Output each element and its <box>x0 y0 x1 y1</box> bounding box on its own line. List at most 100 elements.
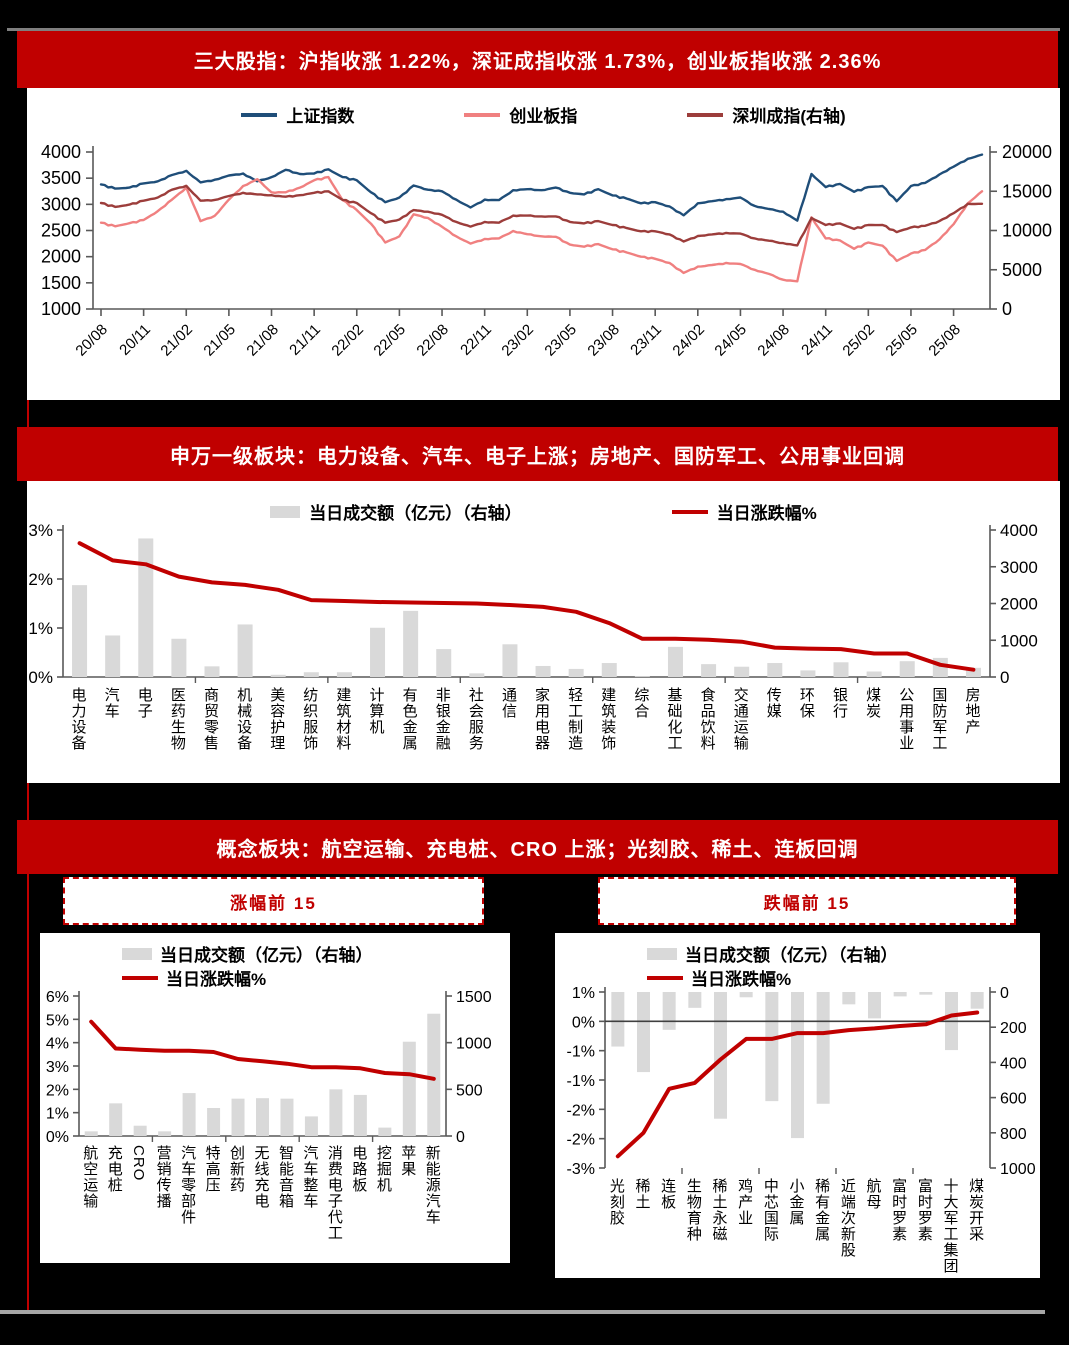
index-chart-svg: 4000 3500 3000 2500 2000 1500 1000 20000 15000 10… <box>41 142 1052 319</box>
category-label: 商贸零售 <box>201 687 219 751</box>
legend-pct-change: 当日涨跌幅% <box>647 965 791 990</box>
category-label: 电力设备 <box>69 687 87 751</box>
category-label: 家用电器 <box>533 687 551 751</box>
index-chart-legend: 上证指数 创业板指 深圳成指(右轴) <box>27 102 1060 127</box>
category-label: 机械设备 <box>235 687 253 751</box>
pct-change-line <box>615 1010 980 1159</box>
bar-稀土 <box>637 992 650 1073</box>
category-label: 无线充电 <box>252 1145 270 1209</box>
bar-鸡产业 <box>739 992 753 998</box>
bar-无线充电 <box>256 1098 269 1136</box>
series-line-创业板指 <box>99 175 984 283</box>
bar-航母 <box>868 992 881 1019</box>
legend-line-swatch <box>464 112 501 117</box>
category-label: 特高压 <box>203 1145 221 1193</box>
bar-环保 <box>800 670 816 677</box>
category-label: 医药生物 <box>168 687 186 751</box>
pct-change-line <box>77 541 976 672</box>
legend-pct-change-swatch <box>122 975 158 980</box>
legend-line-swatch <box>687 112 724 117</box>
concept-gainers-header-text: 涨幅前 15 <box>230 893 317 913</box>
svg-text:800: 800 <box>1000 1126 1027 1143</box>
category-label: CRO <box>130 1145 148 1182</box>
legend-turnover-label: 当日成交额（亿元）（右轴） <box>685 946 898 965</box>
bar-稀有金属 <box>816 992 830 1104</box>
bar-有色金属 <box>403 610 419 677</box>
category-label: 国防军工 <box>930 687 948 751</box>
bottom-divider <box>0 1310 1045 1314</box>
legend-item-2: 深圳成指(右轴) <box>687 102 846 127</box>
concept-losers-chart-panel: 1% 0% -1% -1% -2% -2% -3% 0 200 400 600 800 1000 光刻胶稀… <box>555 933 1040 1278</box>
legend-turnover: 当日成交额（亿元）（右轴） <box>647 941 898 966</box>
category-label: 创新药 <box>228 1145 246 1193</box>
svg-text:0%: 0% <box>28 668 53 687</box>
bar-交通运输 <box>734 666 750 677</box>
category-label: 近端次新股 <box>838 1178 856 1258</box>
legend-item-1: 当日涨跌幅% <box>671 499 817 524</box>
bar-创新药 <box>231 1098 245 1136</box>
category-label: 公用事业 <box>897 687 915 751</box>
svg-text:1000: 1000 <box>41 299 81 319</box>
bar-计算机 <box>370 627 386 677</box>
category-label: 社会服务 <box>466 687 484 751</box>
svg-text:-2%: -2% <box>567 1132 595 1149</box>
svg-text:0%: 0% <box>572 1014 595 1031</box>
svg-text:5%: 5% <box>46 1012 69 1029</box>
series-line-上证指数 <box>99 153 984 222</box>
申万一级板块当日表现-svg: 3% 2% 1% 0% 4000 3000 2000 1000 0 <box>28 521 1038 687</box>
category-label: 光刻胶 <box>607 1178 625 1226</box>
svg-text:2500: 2500 <box>41 221 81 241</box>
bar-建筑装饰 <box>601 663 617 677</box>
svg-text:2%: 2% <box>28 570 53 589</box>
svg-text:4%: 4% <box>46 1036 69 1053</box>
category-label: 综合 <box>632 687 650 719</box>
svg-text:1500: 1500 <box>456 989 492 1006</box>
svg-text:1%: 1% <box>46 1106 69 1123</box>
bar-通信 <box>502 644 518 677</box>
category-label: 计算机 <box>367 687 385 735</box>
category-label: 苹果 <box>399 1145 417 1177</box>
banner-index-summary-text: 三大股指：沪指收涨 1.22%，深证成指收涨 1.73%，创业板指收涨 2.36… <box>193 51 882 73</box>
concept-losers-header: 跌幅前 15 <box>598 877 1016 925</box>
category-label: 有色金属 <box>400 687 418 751</box>
banner-concept-summary: 概念板块：航空运输、充电桩、CRO 上涨；光刻胶、稀土、连板回调 <box>17 820 1058 874</box>
bar-智能音箱 <box>280 1098 294 1136</box>
svg-text:2%: 2% <box>46 1082 69 1099</box>
bar-营销传播 <box>158 1131 172 1136</box>
svg-text:4000: 4000 <box>41 142 81 162</box>
pct-change-line <box>89 1019 436 1081</box>
category-label: 小金属 <box>787 1178 805 1226</box>
svg-text:20000: 20000 <box>1002 142 1052 162</box>
index-line-chart-panel: 上证指数 创业板指 深圳成指(右轴) 4000 3500 3000 2500 2000 1500… <box>27 88 1060 400</box>
category-label: 航母 <box>864 1178 882 1210</box>
svg-text:1000: 1000 <box>1000 1161 1036 1178</box>
legend-turnover-label: 当日成交额（亿元）（右轴） <box>160 946 373 965</box>
legend-item-1: 创业板指 <box>464 102 577 127</box>
svg-text:0: 0 <box>1000 668 1009 687</box>
legend-label: 创业板指 <box>509 107 578 126</box>
bar-生物育种 <box>688 992 702 1008</box>
category-label: 电子 <box>135 687 153 719</box>
bar-航空运输 <box>84 1131 98 1136</box>
bar-消费电子代工 <box>329 1089 343 1136</box>
category-label: 智能音箱 <box>276 1145 294 1209</box>
bar-电力设备 <box>72 585 88 677</box>
svg-text:1%: 1% <box>572 985 595 1002</box>
category-label: 富时罗素 <box>915 1178 933 1242</box>
bar-轻工制造 <box>568 668 584 677</box>
bar-连板 <box>662 992 676 1030</box>
legend-line-swatch <box>241 112 278 117</box>
concept-gainers-chart-panel: 6% 5% 4% 3% 2% 1% 0% 1500 1000 500 0 航空运输 充电桩 CRO 营销传播… <box>40 933 510 1263</box>
svg-text:1000: 1000 <box>1000 631 1038 650</box>
svg-text:4000: 4000 <box>1000 521 1038 540</box>
svg-text:400: 400 <box>1000 1055 1027 1072</box>
series-line-深圳成指(右轴) <box>99 184 984 247</box>
svg-text:-1%: -1% <box>567 1073 595 1090</box>
bar-电路板 <box>353 1094 367 1136</box>
category-label: 美容护理 <box>268 687 286 751</box>
svg-text:500: 500 <box>456 1082 483 1099</box>
bar-房地产 <box>965 667 981 677</box>
bar-特高压 <box>207 1108 221 1136</box>
category-label: 中芯国际 <box>761 1178 779 1242</box>
svg-text:1000: 1000 <box>456 1036 492 1053</box>
